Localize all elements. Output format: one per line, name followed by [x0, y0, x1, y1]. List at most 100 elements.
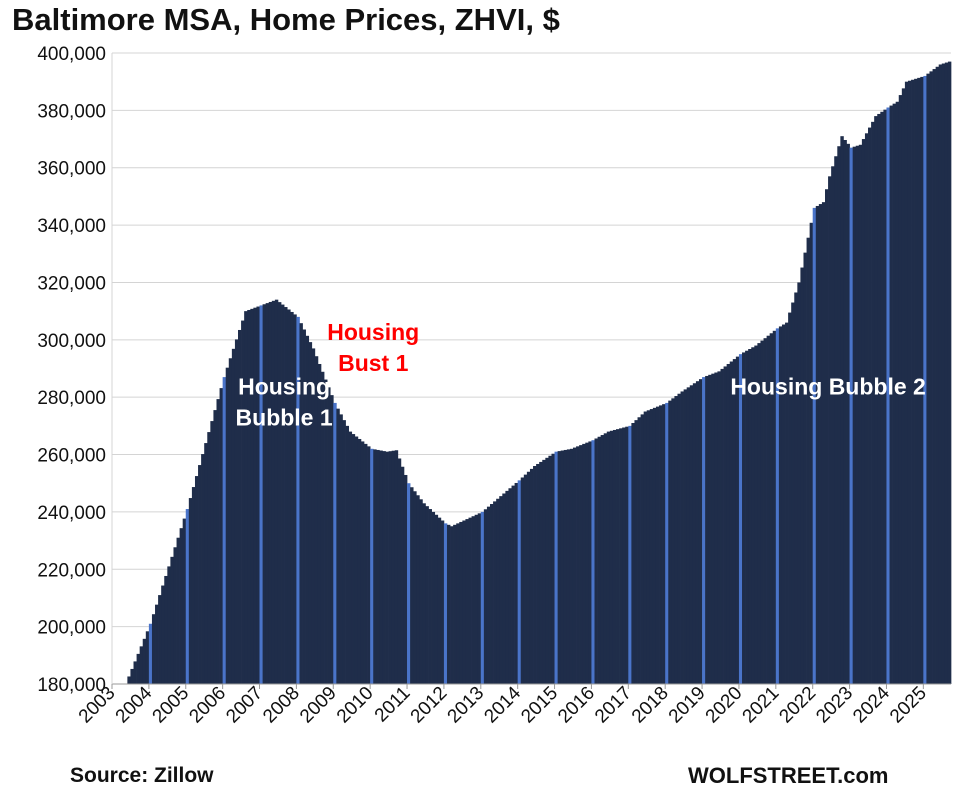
y-tick-label: 320,000 — [37, 273, 106, 294]
bar — [901, 88, 906, 685]
bar — [367, 446, 371, 684]
bar — [637, 417, 641, 684]
bar — [717, 371, 721, 684]
bar — [551, 453, 555, 684]
bar — [327, 387, 331, 684]
y-tick-label: 400,000 — [37, 44, 106, 65]
bar — [769, 333, 774, 684]
bar — [194, 476, 199, 684]
bar — [210, 421, 214, 684]
bar — [357, 438, 362, 684]
bar — [720, 368, 724, 684]
bar — [665, 402, 669, 684]
bar — [379, 450, 383, 684]
bar — [265, 303, 270, 684]
bar — [579, 445, 583, 684]
bar — [348, 431, 353, 684]
bar — [428, 509, 432, 684]
bar — [612, 429, 617, 684]
bar — [244, 311, 248, 684]
bar — [545, 457, 549, 684]
bar — [929, 71, 933, 685]
bar — [360, 441, 365, 684]
bar — [763, 338, 767, 684]
bar — [268, 301, 273, 684]
bar — [520, 477, 525, 684]
bar — [646, 410, 651, 684]
bar — [207, 432, 211, 684]
bar — [861, 139, 866, 685]
y-tick-label: 300,000 — [37, 331, 106, 352]
bar — [397, 458, 402, 684]
y-tick-label: 380,000 — [37, 101, 106, 122]
bar — [705, 375, 709, 684]
bar — [846, 143, 850, 684]
bar — [400, 466, 405, 684]
bar — [748, 349, 752, 684]
bar — [364, 443, 368, 684]
bar — [354, 436, 359, 684]
bar — [324, 379, 328, 684]
bar — [256, 306, 260, 684]
bar — [606, 431, 611, 684]
bar — [536, 463, 540, 684]
bar — [155, 604, 159, 684]
bar — [296, 316, 300, 684]
bar — [290, 311, 294, 684]
bar — [548, 455, 552, 684]
bar — [809, 222, 814, 685]
bar — [422, 503, 426, 684]
bar — [791, 302, 795, 684]
bar — [726, 363, 731, 684]
x-tick-label: 2015 — [517, 683, 562, 728]
bar — [158, 595, 162, 684]
bar — [502, 493, 506, 684]
y-tick-label: 340,000 — [37, 216, 106, 237]
bar — [453, 524, 457, 684]
bar — [241, 320, 245, 684]
bar — [471, 516, 475, 684]
bar — [895, 101, 900, 684]
bar — [803, 252, 807, 684]
bar — [231, 348, 236, 684]
bar — [514, 482, 519, 684]
x-tick-label: 2007 — [222, 683, 267, 728]
bar — [213, 410, 217, 684]
bar — [683, 389, 688, 684]
bar — [935, 66, 940, 684]
bar — [785, 322, 789, 684]
bar — [339, 414, 343, 684]
bar — [299, 323, 303, 684]
bar — [812, 207, 817, 684]
bar — [385, 451, 389, 684]
bar — [219, 388, 223, 684]
bar — [702, 377, 706, 684]
bar — [459, 521, 463, 684]
bar — [738, 354, 743, 684]
bar — [754, 345, 758, 684]
bar — [533, 466, 537, 684]
bar — [745, 350, 749, 684]
bar — [914, 78, 918, 684]
bar — [806, 237, 810, 684]
y-tick-label: 360,000 — [37, 159, 106, 180]
bar — [225, 367, 230, 684]
bar — [139, 646, 144, 684]
bar — [247, 309, 251, 684]
bar — [554, 451, 558, 684]
x-tick-label: 2024 — [849, 682, 894, 727]
bar — [594, 438, 598, 684]
bar — [133, 661, 137, 684]
bar — [572, 447, 577, 684]
bar — [191, 487, 196, 684]
bar — [136, 653, 141, 684]
bar — [757, 343, 761, 684]
bar — [253, 307, 257, 684]
chart-title: Baltimore MSA, Home Prices, ZHVI, $ — [12, 2, 560, 37]
bar — [631, 423, 635, 684]
x-tick-label: 2016 — [554, 683, 599, 728]
bar — [281, 304, 285, 684]
x-tick-label: 2022 — [775, 683, 820, 728]
bar — [176, 537, 180, 684]
bar — [228, 358, 233, 684]
